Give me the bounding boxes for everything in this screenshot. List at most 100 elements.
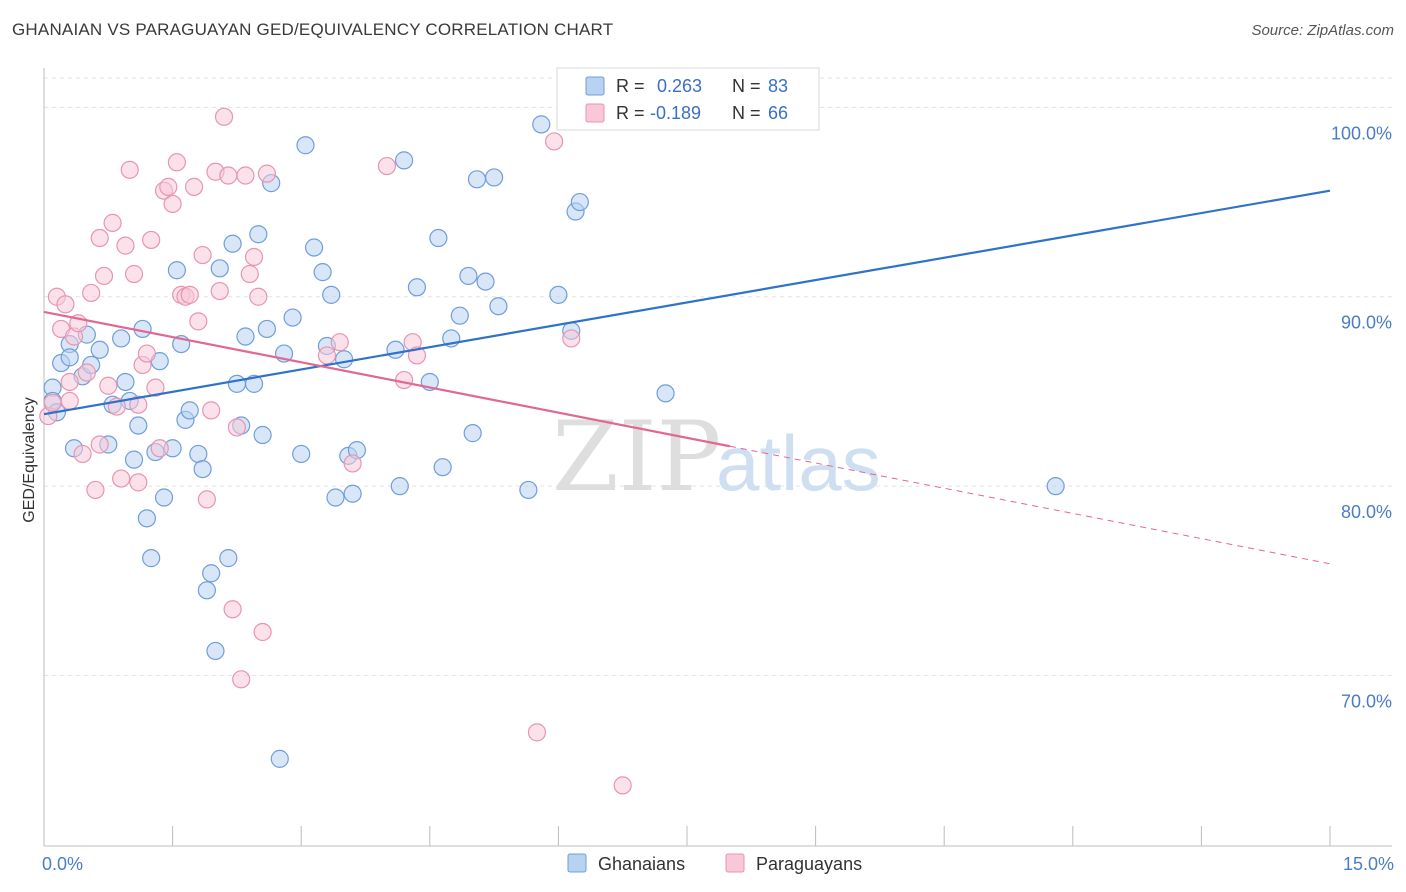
paraguayan-stat-swatch	[585, 103, 605, 123]
ghanaian-point	[326, 488, 345, 507]
ghanaian-point	[206, 641, 225, 661]
ghanaian-point	[197, 581, 216, 600]
ghanaian-point	[304, 238, 324, 257]
paraguayan-n-label: N =	[732, 103, 761, 123]
paraguayan-point	[184, 177, 204, 196]
paraguayan-point	[180, 285, 199, 304]
paraguayan-point	[249, 287, 268, 306]
paraguayan-point	[545, 132, 564, 151]
ghanaian-point	[270, 749, 289, 768]
paraguayan-points	[39, 107, 632, 795]
paraguayan-point	[82, 283, 101, 303]
paraguayan-point	[146, 378, 165, 397]
ghanaian-point	[210, 259, 229, 278]
paraguayan-point	[189, 312, 208, 331]
ghanaian-n-value: 83	[768, 76, 788, 96]
ghanaian-r-value: 0.263	[657, 76, 702, 96]
ghanaian-point	[223, 234, 242, 253]
ghanaian-point	[60, 348, 79, 367]
source-credit: Source: ZipAtlas.com	[1251, 22, 1394, 39]
ghanaian-point	[129, 416, 148, 435]
paraguayan-point	[86, 480, 105, 500]
paraguayan-point	[613, 776, 632, 795]
ghanaian-point	[489, 297, 508, 316]
paraguayan-point	[210, 281, 229, 301]
legend-label-ghanaians: Ghanaians	[598, 854, 685, 874]
ghanaian-point	[549, 285, 568, 304]
watermark-zip: ZIP	[552, 401, 721, 513]
ghanaian-n-label: N =	[732, 76, 761, 96]
paraguayan-point	[343, 454, 362, 473]
y-tick-label: 90.0%	[1341, 313, 1392, 333]
y-tick-label: 80.0%	[1341, 502, 1392, 522]
ghanaian-point	[167, 261, 186, 280]
ghanaian-point	[467, 170, 487, 189]
ghanaian-point	[202, 564, 221, 583]
ghanaian-point	[463, 424, 482, 443]
paraguayan-point	[257, 164, 277, 183]
paraguayan-point	[394, 370, 414, 390]
ghanaian-point	[142, 549, 161, 568]
paraguayan-point	[94, 266, 114, 286]
paraguayan-point	[116, 236, 135, 255]
paraguayan-point	[163, 194, 182, 214]
paraguayan-point	[142, 230, 161, 250]
trend-line-paraguayans	[43, 310, 731, 448]
ghanaian-point	[656, 384, 675, 403]
ghanaian-point	[459, 266, 478, 286]
paraguayan-point	[330, 333, 349, 352]
paraguayan-r-label: R =	[616, 103, 645, 123]
paraguayan-r-value: -0.189	[650, 103, 701, 123]
ghanaian-point	[292, 444, 311, 464]
ghanaian-point	[249, 225, 268, 244]
ghanaian-point	[343, 484, 362, 503]
paraguayan-point	[129, 473, 148, 492]
paraguayan-point	[244, 247, 264, 267]
ghanaian-point	[1046, 477, 1065, 496]
paraguayan-point	[60, 391, 79, 411]
y-tick-label: 100.0%	[1331, 123, 1392, 143]
paraguayan-point	[150, 439, 169, 458]
paraguayan-point	[232, 670, 251, 689]
paraguayan-point	[103, 213, 122, 232]
ghanaian-point	[386, 340, 405, 359]
paraguayan-point	[527, 723, 547, 742]
ghanaian-r-label: R =	[616, 76, 645, 96]
paraguayan-point	[43, 393, 62, 412]
paraguayan-point	[562, 329, 581, 348]
ghanaian-point	[236, 327, 255, 346]
paraguayan-point	[112, 469, 131, 488]
axis-layer: 70.0% 80.0% 90.0% 100.0% 0.0% 15.0%	[42, 68, 1394, 874]
paraguayan-point	[56, 295, 75, 314]
ghanaian-point	[193, 459, 212, 479]
ghanaian-stat-swatch	[585, 76, 605, 96]
y-axis-label: GED/Equivalency	[21, 397, 38, 522]
legend-label-paraguayans: Paraguayans	[756, 854, 862, 874]
paraguayan-point	[120, 160, 139, 179]
trend-layer	[43, 189, 1331, 565]
ghanaian-point	[476, 272, 495, 291]
x-tick-label: 0.0%	[42, 854, 83, 874]
watermark-atlas: atlas	[716, 419, 881, 507]
ghanaian-point	[257, 319, 277, 339]
paraguayan-point	[73, 444, 92, 464]
ghanaian-point	[433, 458, 452, 477]
watermark: ZIP atlas	[552, 401, 881, 513]
paraguayan-point	[90, 435, 109, 454]
legend-swatch-ghanaians	[567, 853, 587, 873]
ghanaian-point	[227, 374, 246, 393]
chart-title: GHANAIAN VS PARAGUAYAN GED/EQUIVALENCY C…	[12, 20, 614, 39]
paraguayan-point	[124, 264, 144, 284]
paraguayan-point	[167, 153, 186, 172]
ghanaian-point	[154, 488, 174, 507]
paraguayan-point	[236, 166, 255, 185]
paraguayan-point	[317, 346, 337, 365]
y-tick-label: 70.0%	[1341, 692, 1392, 712]
ghanaian-point	[450, 306, 469, 325]
paraguayan-point	[99, 376, 118, 395]
ghanaian-point	[219, 549, 238, 568]
ghanaian-point	[112, 329, 131, 348]
paraguayan-point	[377, 156, 397, 176]
paraguayan-point	[60, 372, 79, 392]
stats-box: R = 0.263 N = 83 R = -0.189 N = 66	[556, 67, 820, 131]
